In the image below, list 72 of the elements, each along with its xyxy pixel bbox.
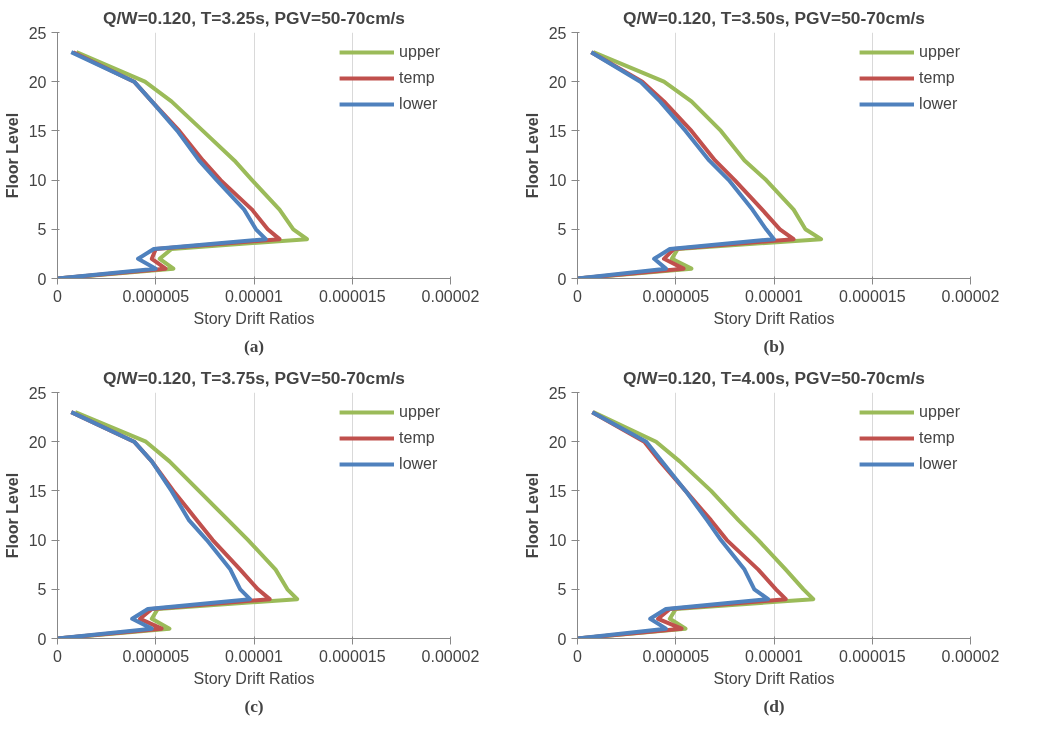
- y-tick-label: 5: [37, 581, 47, 599]
- x-axis-title: Story Drift Ratios: [713, 669, 835, 687]
- y-tick-label: 15: [28, 482, 47, 500]
- y-tick-label: 25: [548, 24, 567, 42]
- x-tick-label: 0: [573, 647, 583, 665]
- y-tick-label: 25: [28, 384, 47, 402]
- text: (d): [763, 696, 785, 716]
- chart-title: Q/W=0.120, T=3.75s, PGV=50-70cm/s: [103, 367, 405, 388]
- y-tick-label: 5: [557, 221, 567, 239]
- text: (b): [763, 336, 785, 356]
- text: (c): [244, 696, 264, 716]
- x-tick-label: 0: [53, 287, 63, 305]
- y-tick-label: 5: [37, 221, 47, 239]
- y-tick-label: 20: [28, 73, 47, 91]
- y-tick-label: 10: [28, 172, 47, 190]
- x-tick-label: 0.00002: [941, 287, 1000, 305]
- x-tick-label: 0.000015: [838, 647, 906, 665]
- y-tick-label: 15: [548, 482, 567, 500]
- x-axis-title: Story Drift Ratios: [193, 309, 315, 327]
- x-tick-label: 0.00002: [421, 287, 480, 305]
- y-tick-label: 0: [37, 270, 47, 288]
- legend-label: upper: [399, 43, 440, 61]
- legend-label: lower: [919, 455, 958, 473]
- y-tick-label: 25: [548, 384, 567, 402]
- legend-label: upper: [919, 43, 960, 61]
- y-tick-label: 20: [548, 433, 567, 451]
- legend-label: upper: [399, 403, 440, 421]
- y-tick-label: 5: [557, 581, 567, 599]
- x-tick-label: 0.000005: [642, 287, 710, 305]
- legend-label: temp: [399, 69, 435, 87]
- y-axis-title: Floor Level: [523, 112, 541, 199]
- x-axis-title: Story Drift Ratios: [193, 669, 315, 687]
- legend-label: lower: [919, 95, 958, 113]
- x-tick-label: 0.00001: [225, 287, 284, 305]
- y-tick-label: 20: [548, 73, 567, 91]
- chart-title: Q/W=0.120, T=3.25s, PGV=50-70cm/s: [103, 7, 405, 28]
- y-tick-label: 10: [548, 172, 567, 190]
- legend-label: temp: [919, 429, 955, 447]
- y-tick-label: 10: [548, 532, 567, 550]
- x-tick-label: 0.00002: [421, 647, 480, 665]
- legend-label: temp: [399, 429, 435, 447]
- y-tick-label: 0: [37, 630, 47, 648]
- x-tick-label: 0.000015: [838, 287, 906, 305]
- y-tick-label: 20: [28, 433, 47, 451]
- x-tick-label: 0.00002: [941, 647, 1000, 665]
- y-tick-label: 0: [557, 630, 567, 648]
- chart-title: Q/W=0.120, T=4.00s, PGV=50-70cm/s: [623, 367, 925, 388]
- chart-title: Q/W=0.120, T=3.50s, PGV=50-70cm/s: [623, 7, 925, 28]
- x-tick-label: 0.00001: [745, 287, 804, 305]
- legend-label: temp: [919, 69, 955, 87]
- legend-label: lower: [399, 95, 438, 113]
- legend-label: lower: [399, 455, 438, 473]
- legend-label: upper: [919, 403, 960, 421]
- x-tick-label: 0.000005: [122, 287, 190, 305]
- x-tick-label: 0: [53, 647, 63, 665]
- text: (a): [243, 336, 265, 356]
- y-tick-label: 10: [28, 532, 47, 550]
- y-axis-title: Floor Level: [3, 112, 21, 199]
- x-tick-label: 0.00001: [745, 647, 804, 665]
- y-axis-title: Floor Level: [3, 472, 21, 559]
- y-tick-label: 15: [548, 122, 567, 140]
- x-axis-title: Story Drift Ratios: [713, 309, 835, 327]
- y-tick-label: 0: [557, 270, 567, 288]
- x-tick-label: 0.00001: [225, 647, 284, 665]
- x-tick-label: 0.000005: [122, 647, 190, 665]
- x-tick-label: 0.000015: [318, 287, 386, 305]
- y-tick-label: 15: [28, 122, 47, 140]
- y-tick-label: 25: [28, 24, 47, 42]
- x-tick-label: 0.000015: [318, 647, 386, 665]
- x-tick-label: 0: [573, 287, 583, 305]
- y-axis-title: Floor Level: [523, 472, 541, 559]
- x-tick-label: 0.000005: [642, 647, 710, 665]
